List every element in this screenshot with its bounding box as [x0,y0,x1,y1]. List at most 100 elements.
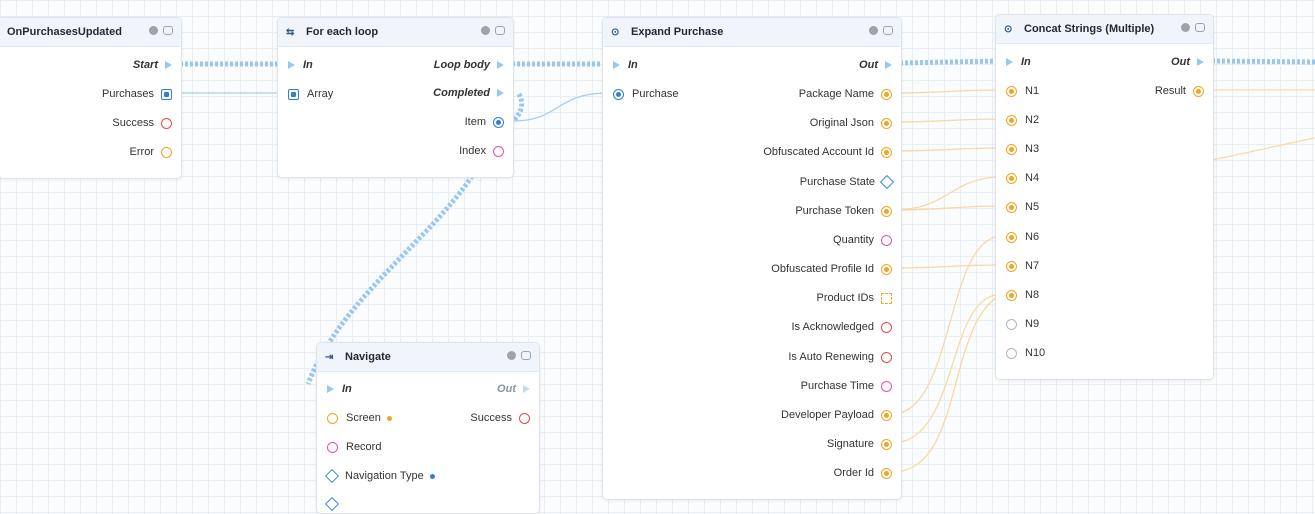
struct-pin-icon[interactable] [493,116,504,128]
pin-index[interactable]: Index [459,142,504,160]
pin-out[interactable]: Out [497,380,530,398]
node-header[interactable]: ⊙ Expand Purchase [603,18,901,47]
exec-pin-icon[interactable] [288,61,295,69]
pin-purchase-time[interactable]: Purchase Time [801,377,892,395]
pin-product-ids[interactable]: Product IDs [817,289,892,307]
pin-n9[interactable]: N9 [1006,315,1039,333]
info-icon[interactable] [869,26,878,35]
pin-order-id[interactable]: Order Id [834,464,892,482]
number-pin-icon[interactable] [493,145,504,157]
pin-developer-payload[interactable]: Developer Payload [781,406,892,424]
bool-pin-icon[interactable] [519,412,530,424]
struct-pin-icon[interactable] [161,88,172,100]
pin-success[interactable]: Success [470,409,530,427]
string-pin-icon[interactable] [1006,231,1017,243]
array-pin-icon[interactable] [881,292,892,304]
pin-array[interactable]: Array [288,85,333,103]
pin-purchases[interactable]: Purchases [102,85,172,103]
string-pin-icon[interactable] [881,146,892,158]
string-pin-icon[interactable] [1006,347,1017,359]
pin-n10[interactable]: N10 [1006,344,1045,362]
bool-pin-icon[interactable] [881,351,892,363]
pin-n1[interactable]: N1 [1006,82,1039,100]
string-pin-icon[interactable] [881,263,892,275]
comment-icon[interactable] [1195,23,1205,32]
exec-pin-icon[interactable] [497,61,504,69]
pin-obfuscated-account-id[interactable]: Obfuscated Account Id [763,143,892,161]
exec-pin-icon[interactable] [1006,58,1013,66]
pin-in[interactable]: In [613,56,638,74]
exec-pin-icon[interactable] [523,385,530,393]
pin-in[interactable]: In [327,380,352,398]
string-pin-icon[interactable] [881,409,892,421]
node-navigate[interactable]: ⇥ Navigate In Out Screen Success Record … [316,342,540,514]
exec-pin-icon[interactable] [1197,58,1204,66]
string-pin-icon[interactable] [161,146,172,158]
node-header[interactable]: OnPurchasesUpdated [0,18,181,47]
number-pin-icon[interactable] [881,234,892,246]
info-icon[interactable] [481,26,490,35]
string-pin-icon[interactable] [881,205,892,217]
pin-partial[interactable] [324,495,340,513]
string-pin-icon[interactable] [1006,85,1017,97]
pin-is-acknowledged[interactable]: Is Acknowledged [791,318,892,336]
string-pin-icon[interactable] [1006,172,1017,184]
comment-icon[interactable] [163,26,173,35]
exec-pin-icon[interactable] [497,89,504,97]
struct-pin-icon[interactable] [613,88,624,100]
string-pin-icon[interactable] [1006,201,1017,213]
exec-pin-icon[interactable] [885,61,892,69]
pin-n7[interactable]: N7 [1006,257,1039,275]
node-expand-purchase[interactable]: ⊙ Expand Purchase In Purchase Out Packag… [602,17,902,500]
pin-n8[interactable]: N8 [1006,286,1039,304]
string-pin-icon[interactable] [881,88,892,100]
comment-icon[interactable] [883,26,893,35]
pin-purchase-state[interactable]: Purchase State [800,173,895,191]
string-pin-icon[interactable] [1006,289,1017,301]
pin-purchase-token[interactable]: Purchase Token [795,202,892,220]
enum-pin-icon[interactable] [879,174,895,190]
bool-pin-icon[interactable] [881,321,892,333]
info-icon[interactable] [507,351,516,360]
object-pin-icon[interactable] [327,441,338,453]
pin-record[interactable]: Record [327,438,381,456]
pin-result[interactable]: Result [1155,82,1204,100]
info-icon[interactable] [1181,23,1190,32]
string-pin-icon[interactable] [881,438,892,450]
pin-success[interactable]: Success [112,114,172,132]
comment-icon[interactable] [521,351,531,360]
exec-pin-icon[interactable] [165,61,172,69]
pin-completed[interactable]: Completed [433,84,504,102]
string-pin-icon[interactable] [881,467,892,479]
bool-pin-icon[interactable] [161,117,172,129]
enum-pin-icon[interactable] [324,468,340,484]
pin-screen[interactable]: Screen [327,409,392,427]
string-pin-icon[interactable] [1193,85,1204,97]
pin-obfuscated-profile-id[interactable]: Obfuscated Profile Id [771,260,892,278]
info-icon[interactable] [149,26,158,35]
pin-n3[interactable]: N3 [1006,140,1039,158]
string-pin-icon[interactable] [1006,318,1017,330]
pin-out[interactable]: Out [859,56,892,74]
pin-in[interactable]: In [1006,53,1031,71]
pin-error[interactable]: Error [130,143,172,161]
enum-pin-icon[interactable] [324,496,340,512]
string-pin-icon[interactable] [1006,114,1017,126]
string-pin-icon[interactable] [1006,143,1017,155]
pin-quantity[interactable]: Quantity [833,231,892,249]
node-concat-strings[interactable]: ⊙ Concat Strings (Multiple) In Out Resul… [995,14,1214,380]
pin-n6[interactable]: N6 [1006,228,1039,246]
exec-pin-icon[interactable] [613,61,620,69]
string-pin-icon[interactable] [1006,260,1017,272]
number-pin-icon[interactable] [881,380,892,392]
pin-navigation-type[interactable]: Navigation Type [324,467,435,485]
pin-out[interactable]: Out [1171,53,1204,71]
comment-icon[interactable] [495,26,505,35]
node-header[interactable]: ⊙ Concat Strings (Multiple) [996,15,1213,44]
node-header[interactable]: ⇥ Navigate [317,343,539,372]
pin-start[interactable]: Start [133,56,172,74]
struct-pin-icon[interactable] [288,88,299,100]
pin-signature[interactable]: Signature [827,435,892,453]
pin-n4[interactable]: N4 [1006,169,1039,187]
pin-in[interactable]: In [288,56,313,74]
